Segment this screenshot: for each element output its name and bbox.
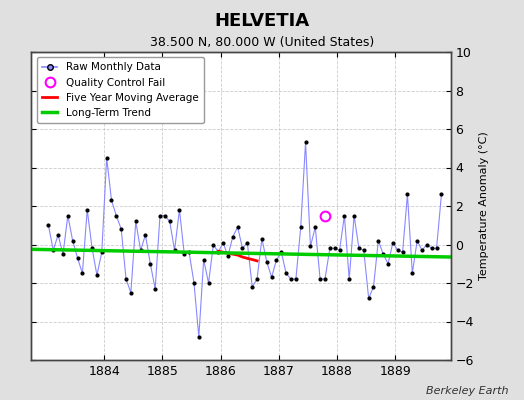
- Y-axis label: Temperature Anomaly (°C): Temperature Anomaly (°C): [479, 132, 489, 280]
- Text: 38.500 N, 80.000 W (United States): 38.500 N, 80.000 W (United States): [150, 36, 374, 49]
- Legend: Raw Monthly Data, Quality Control Fail, Five Year Moving Average, Long-Term Tren: Raw Monthly Data, Quality Control Fail, …: [37, 57, 204, 123]
- Text: HELVETIA: HELVETIA: [214, 12, 310, 30]
- Text: Berkeley Earth: Berkeley Earth: [426, 386, 508, 396]
